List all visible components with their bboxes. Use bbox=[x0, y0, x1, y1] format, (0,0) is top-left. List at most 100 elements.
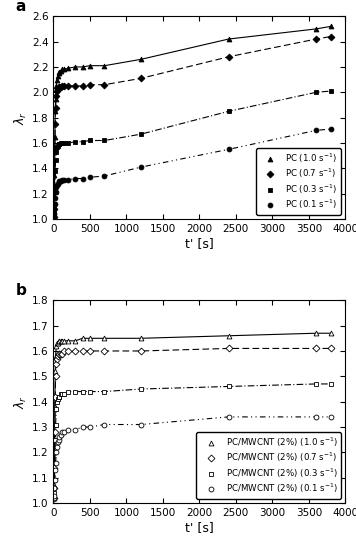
PC/MWCNT (2%) (1.0 s$^{-1}$) bbox=[58, 338, 63, 344]
PC (0.3 s$^{-1}$) bbox=[53, 168, 57, 174]
PC (0.3 s$^{-1}$) bbox=[57, 141, 61, 148]
PC (1.0 s$^{-1}$) bbox=[56, 72, 60, 79]
PC/MWCNT (2%) (1.0 s$^{-1}$) bbox=[62, 338, 67, 344]
PC (0.7 s$^{-1}$) bbox=[80, 83, 85, 89]
PC/MWCNT (2%) (0.7 s$^{-1}$) bbox=[103, 348, 107, 354]
PC/MWCNT (2%) (0.3 s$^{-1}$) bbox=[226, 383, 231, 390]
PC/MWCNT (2%) (1.0 s$^{-1}$) bbox=[54, 342, 58, 349]
PC (1.0 s$^{-1}$) bbox=[53, 95, 58, 102]
PC/MWCNT (2%) (0.1 s$^{-1}$) bbox=[56, 437, 61, 443]
PC/MWCNT (2%) (0.1 s$^{-1}$) bbox=[54, 449, 58, 456]
PC/MWCNT (2%) (0.7 s$^{-1}$) bbox=[66, 348, 70, 354]
PC (0.7 s$^{-1}$) bbox=[314, 36, 318, 42]
PC/MWCNT (2%) (0.1 s$^{-1}$) bbox=[329, 414, 333, 420]
PC/MWCNT (2%) (0.7 s$^{-1}$) bbox=[329, 345, 333, 352]
PC/MWCNT (2%) (0.7 s$^{-1}$) bbox=[80, 348, 85, 354]
PC (1.0 s$^{-1}$) bbox=[88, 62, 92, 69]
PC/MWCNT (2%) (0.1 s$^{-1}$) bbox=[139, 421, 143, 428]
PC/MWCNT (2%) (0.7 s$^{-1}$) bbox=[56, 350, 61, 357]
PC (0.1 s$^{-1}$) bbox=[58, 178, 63, 184]
PC (0.7 s$^{-1}$) bbox=[56, 84, 61, 90]
PC (1.0 s$^{-1}$) bbox=[329, 23, 333, 30]
PC/MWCNT (2%) (0.7 s$^{-1}$) bbox=[52, 495, 56, 502]
PC/MWCNT (2%) (0.3 s$^{-1}$) bbox=[56, 393, 61, 400]
PC/MWCNT (2%) (0.1 s$^{-1}$) bbox=[57, 434, 61, 440]
PC/MWCNT (2%) (0.7 s$^{-1}$) bbox=[314, 345, 318, 352]
PC (1.0 s$^{-1}$) bbox=[66, 65, 70, 71]
PC/MWCNT (2%) (0.1 s$^{-1}$) bbox=[58, 431, 63, 438]
PC (0.3 s$^{-1}$) bbox=[314, 89, 318, 96]
PC (0.3 s$^{-1}$) bbox=[55, 143, 59, 150]
PC/MWCNT (2%) (0.3 s$^{-1}$) bbox=[52, 477, 57, 484]
PC/MWCNT (2%) (1.0 s$^{-1}$) bbox=[53, 368, 57, 374]
PC (0.3 s$^{-1}$) bbox=[62, 140, 67, 146]
PC (0.7 s$^{-1}$) bbox=[52, 206, 56, 212]
PC (1.0 s$^{-1}$) bbox=[139, 56, 143, 63]
PC/MWCNT (2%) (0.7 s$^{-1}$) bbox=[60, 350, 64, 357]
PC/MWCNT (2%) (0.7 s$^{-1}$) bbox=[53, 429, 57, 436]
PC/MWCNT (2%) (0.1 s$^{-1}$) bbox=[60, 429, 64, 436]
PC/MWCNT (2%) (0.3 s$^{-1}$) bbox=[103, 388, 107, 395]
PC (0.3 s$^{-1}$) bbox=[53, 156, 58, 163]
PC/MWCNT (2%) (0.7 s$^{-1}$) bbox=[226, 345, 231, 352]
PC/MWCNT (2%) (0.3 s$^{-1}$) bbox=[56, 396, 60, 403]
X-axis label: t' [s]: t' [s] bbox=[185, 237, 214, 250]
PC (1.0 s$^{-1}$) bbox=[54, 83, 58, 89]
PC/MWCNT (2%) (0.7 s$^{-1}$) bbox=[58, 350, 63, 357]
PC/MWCNT (2%) (0.7 s$^{-1}$) bbox=[57, 350, 61, 357]
PC (0.3 s$^{-1}$) bbox=[139, 131, 143, 137]
PC/MWCNT (2%) (0.1 s$^{-1}$) bbox=[55, 444, 59, 451]
PC/MWCNT (2%) (0.3 s$^{-1}$) bbox=[57, 393, 61, 400]
PC (1.0 s$^{-1}$) bbox=[57, 69, 61, 75]
PC (0.3 s$^{-1}$) bbox=[103, 137, 107, 144]
PC (1.0 s$^{-1}$) bbox=[60, 66, 64, 72]
Line: PC/MWCNT (2%) (1.0 s$^{-1}$): PC/MWCNT (2%) (1.0 s$^{-1}$) bbox=[51, 331, 333, 500]
PC (0.1 s$^{-1}$) bbox=[52, 206, 57, 212]
Text: b: b bbox=[15, 283, 26, 298]
Line: PC/MWCNT (2%) (0.3 s$^{-1}$): PC/MWCNT (2%) (0.3 s$^{-1}$) bbox=[51, 381, 333, 500]
PC/MWCNT (2%) (1.0 s$^{-1}$) bbox=[139, 335, 143, 341]
PC/MWCNT (2%) (1.0 s$^{-1}$) bbox=[66, 338, 70, 344]
PC (0.7 s$^{-1}$) bbox=[88, 82, 92, 88]
PC (0.7 s$^{-1}$) bbox=[62, 83, 67, 89]
PC/MWCNT (2%) (0.1 s$^{-1}$) bbox=[62, 429, 67, 436]
PC/MWCNT (2%) (0.3 s$^{-1}$) bbox=[54, 406, 58, 413]
Y-axis label: $\lambda_r$: $\lambda_r$ bbox=[13, 111, 29, 124]
PC (0.1 s$^{-1}$) bbox=[52, 211, 56, 217]
PC (0.3 s$^{-1}$) bbox=[226, 108, 231, 115]
PC (0.3 s$^{-1}$) bbox=[66, 140, 70, 146]
PC (1.0 s$^{-1}$) bbox=[73, 64, 78, 70]
PC/MWCNT (2%) (0.3 s$^{-1}$) bbox=[66, 388, 70, 395]
PC/MWCNT (2%) (1.0 s$^{-1}$) bbox=[226, 333, 231, 339]
PC/MWCNT (2%) (0.7 s$^{-1}$) bbox=[54, 360, 58, 367]
PC/MWCNT (2%) (1.0 s$^{-1}$) bbox=[52, 449, 57, 456]
PC/MWCNT (2%) (0.1 s$^{-1}$) bbox=[73, 426, 78, 433]
PC/MWCNT (2%) (1.0 s$^{-1}$) bbox=[80, 335, 85, 341]
PC/MWCNT (2%) (0.1 s$^{-1}$) bbox=[80, 424, 85, 430]
PC/MWCNT (2%) (0.1 s$^{-1}$) bbox=[53, 477, 57, 484]
Legend: PC/MWCNT (2%) (1.0 s$^{-1}$), PC/MWCNT (2%) (0.7 s$^{-1}$), PC/MWCNT (2%) (0.3 s: PC/MWCNT (2%) (1.0 s$^{-1}$), PC/MWCNT (… bbox=[197, 432, 341, 499]
PC/MWCNT (2%) (1.0 s$^{-1}$) bbox=[73, 338, 78, 344]
Legend: PC (1.0 s$^{-1}$), PC (0.7 s$^{-1}$), PC (0.3 s$^{-1}$), PC (0.1 s$^{-1}$): PC (1.0 s$^{-1}$), PC (0.7 s$^{-1}$), PC… bbox=[256, 148, 341, 215]
PC/MWCNT (2%) (0.1 s$^{-1}$) bbox=[314, 414, 318, 420]
PC (1.0 s$^{-1}$) bbox=[103, 62, 107, 69]
PC (0.1 s$^{-1}$) bbox=[53, 189, 58, 196]
PC/MWCNT (2%) (1.0 s$^{-1}$) bbox=[57, 338, 61, 344]
PC (0.1 s$^{-1}$) bbox=[57, 178, 61, 184]
PC/MWCNT (2%) (0.7 s$^{-1}$) bbox=[55, 355, 59, 362]
PC (0.3 s$^{-1}$) bbox=[52, 201, 57, 207]
Y-axis label: $\lambda_r$: $\lambda_r$ bbox=[13, 395, 29, 408]
PC/MWCNT (2%) (0.1 s$^{-1}$) bbox=[66, 426, 70, 433]
PC (0.7 s$^{-1}$) bbox=[103, 82, 107, 88]
PC/MWCNT (2%) (0.3 s$^{-1}$) bbox=[314, 381, 318, 387]
PC/MWCNT (2%) (0.1 s$^{-1}$) bbox=[52, 485, 57, 491]
PC/MWCNT (2%) (0.3 s$^{-1}$) bbox=[52, 495, 56, 502]
PC (0.3 s$^{-1}$) bbox=[52, 213, 56, 220]
PC (0.7 s$^{-1}$) bbox=[58, 84, 63, 90]
PC/MWCNT (2%) (0.3 s$^{-1}$) bbox=[52, 490, 56, 496]
PC/MWCNT (2%) (1.0 s$^{-1}$) bbox=[329, 330, 333, 337]
PC (0.1 s$^{-1}$) bbox=[54, 184, 58, 190]
Line: PC (0.1 s$^{-1}$): PC (0.1 s$^{-1}$) bbox=[51, 127, 333, 219]
PC (0.1 s$^{-1}$) bbox=[56, 179, 61, 186]
PC (0.1 s$^{-1}$) bbox=[53, 194, 57, 201]
